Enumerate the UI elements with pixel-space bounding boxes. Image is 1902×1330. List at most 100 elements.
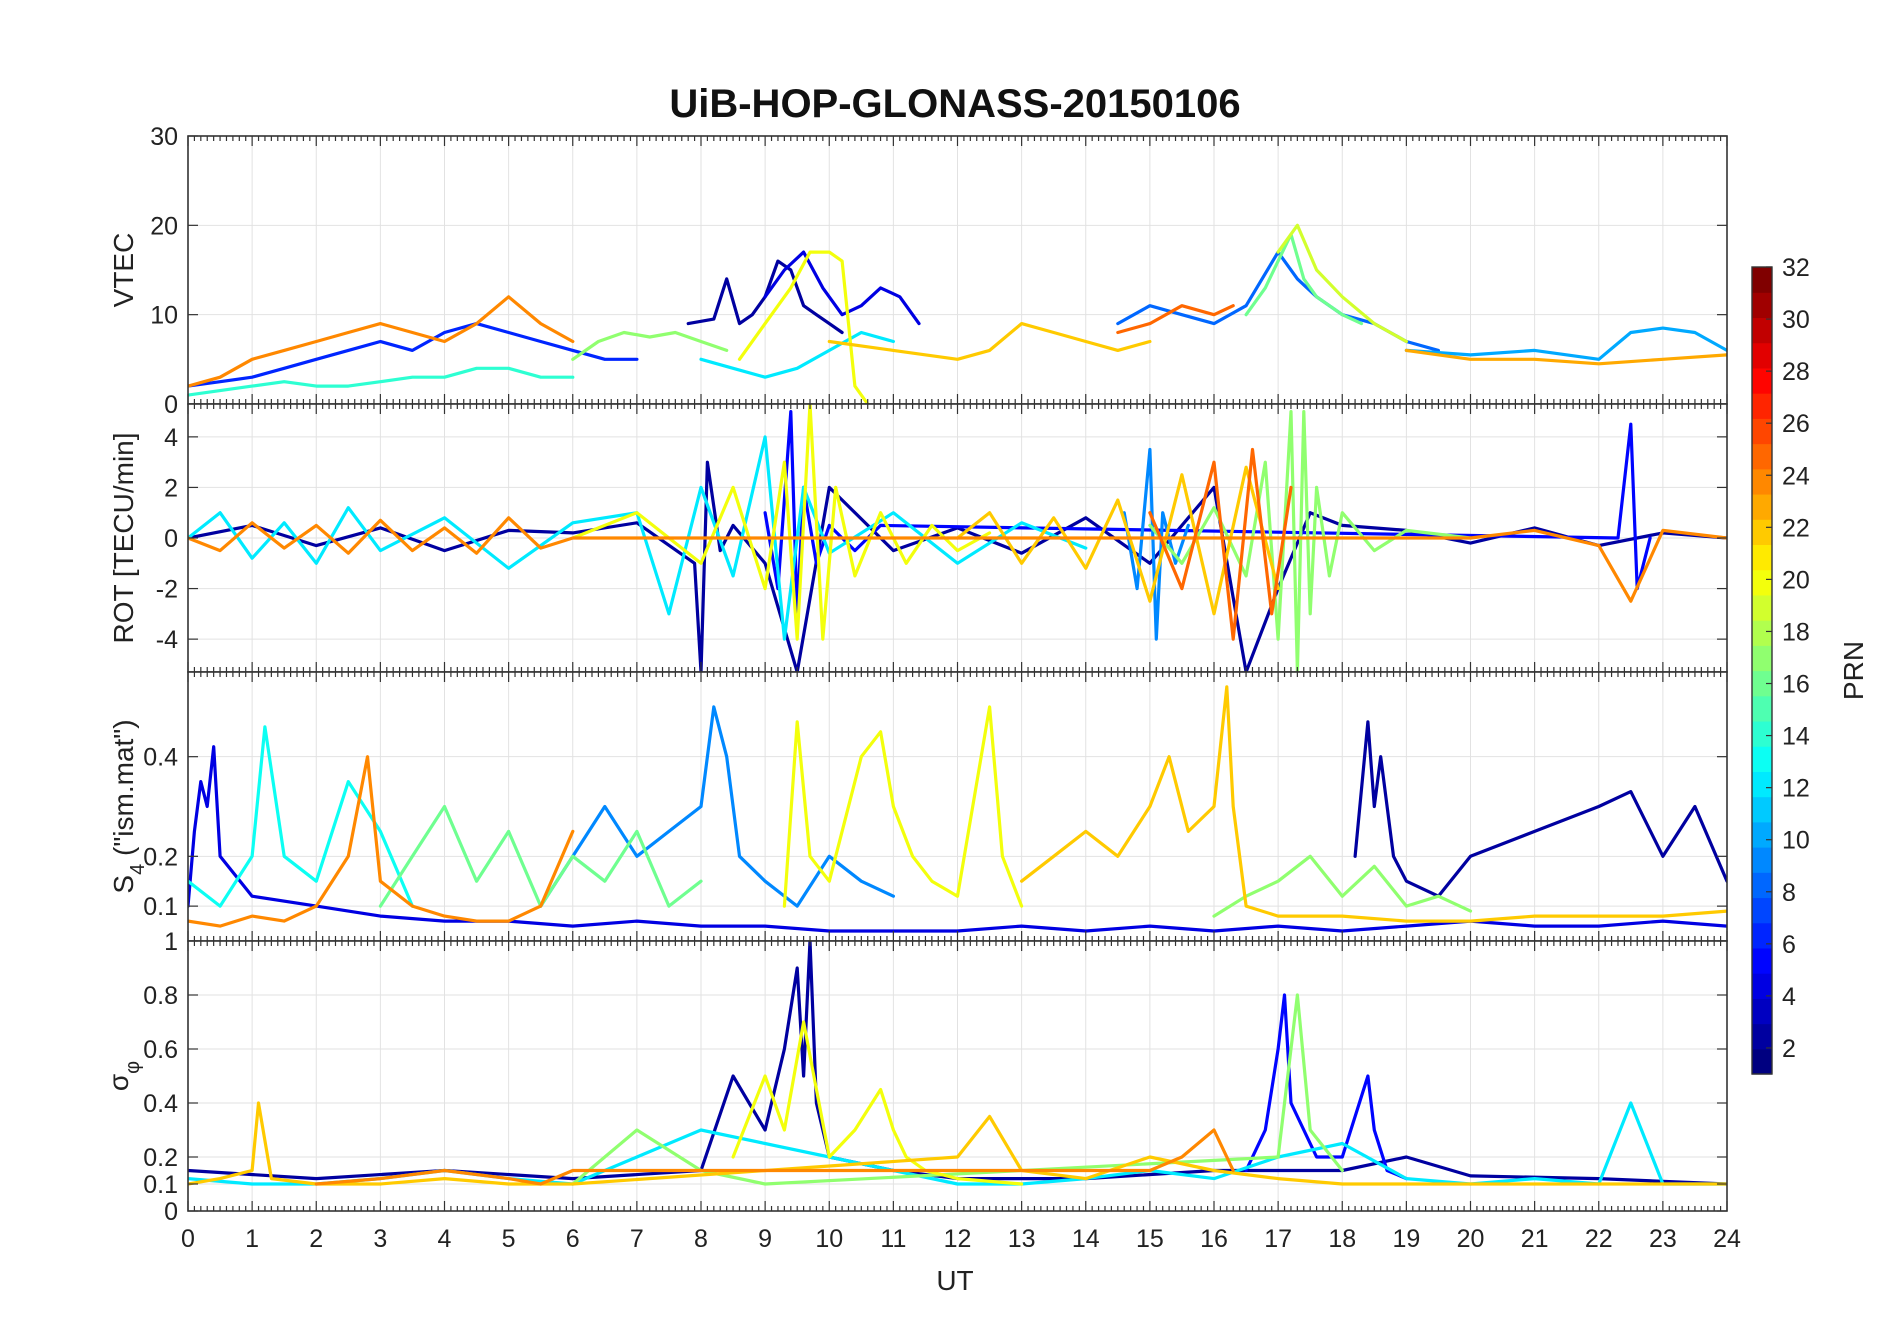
series-prn-25 (1148, 447, 1293, 641)
y-ticks: -4 -2 0 2 4 (156, 424, 1727, 654)
x-ticks (187, 672, 1728, 941)
colorbar-bin (1752, 998, 1772, 1025)
y-tick-label: 0.4 (143, 744, 178, 772)
colorbar-bin (1752, 620, 1772, 646)
series-prn-9 (539, 705, 895, 908)
colorbar-tick-label: 16 (1782, 671, 1810, 699)
y-tick-label: -2 (156, 576, 178, 604)
x-ticks (187, 136, 1728, 404)
x-tick-label: 14 (1072, 1225, 1100, 1253)
series-prn-5 (763, 410, 1652, 616)
x-axis: 0 1 2 3 4 5 6 7 8 9 10 11 12 13 14 15 16 17 18 19 20 21 22 23 24 (181, 1225, 1741, 1253)
y-axis-label: VTEC (108, 233, 139, 308)
y-tick-label: 0 (164, 525, 178, 553)
y-axis-label-sub: φ (122, 1061, 144, 1074)
y-tick-label: 0.2 (143, 1144, 178, 1172)
colorbar-bin (1752, 973, 1772, 999)
y-axis-label: σφ (103, 1061, 144, 1091)
series-prn-23 (1404, 348, 1727, 366)
chart-title: UiB-HOP-GLONASS-20150106 (669, 82, 1240, 126)
traces (188, 223, 1727, 404)
series-prn-10 (1404, 326, 1727, 361)
colorbar-bin (1752, 796, 1772, 823)
series-prn-17 (571, 330, 729, 361)
series-prn-24 (188, 295, 575, 388)
colorbar-frame (1751, 266, 1773, 1075)
colorbar-tick-label: 2 (1782, 1035, 1796, 1063)
x-tick-label: 1 (245, 1225, 259, 1253)
y-axis-label-main: ROT [TECU/min] (108, 432, 139, 643)
colorbar-bin (1752, 872, 1772, 899)
y-ticks: 0 10 20 30 (150, 123, 1727, 419)
x-tick-label: 0 (181, 1225, 195, 1253)
colorbar-bin (1752, 746, 1772, 772)
series-prn-4 (188, 745, 1727, 933)
colorbar-tick-label: 6 (1782, 931, 1796, 959)
series-prn-2 (188, 460, 1727, 672)
series-prn-24 (188, 755, 575, 928)
x-tick-label: 15 (1136, 1225, 1164, 1253)
x-tick-label: 19 (1392, 1225, 1420, 1253)
y-tick-label: 10 (150, 302, 178, 330)
colorbar-bin (1752, 645, 1772, 672)
x-tick-label: 5 (502, 1225, 516, 1253)
y-tick-label: 0.4 (143, 1090, 178, 1118)
y-axis-label: S4 ("ism.mat") (108, 719, 149, 893)
colorbar-bin (1752, 443, 1772, 470)
x-tick-label: 3 (373, 1225, 387, 1253)
y-tick-label: 0.6 (143, 1036, 178, 1064)
y-tick-label: 0.1 (143, 893, 178, 921)
series-prn-19 (1276, 223, 1408, 344)
series-prn-17 (1212, 854, 1473, 918)
x-tick-label: 11 (880, 1225, 906, 1253)
y-tick-label: 2 (164, 474, 178, 502)
colorbar-bin (1752, 947, 1772, 974)
y-axis-label-main: VTEC (108, 233, 139, 308)
y-ticks: 00.10.2 0.4 0.6 0.8 1 (143, 928, 1727, 1226)
colorbar-tick-label: 22 (1782, 514, 1810, 542)
colorbar-bin (1752, 922, 1772, 949)
y-axis-label-tail: ("ism.mat") (108, 719, 139, 863)
y-tick-label: 0.1 (143, 1171, 178, 1199)
colorbar-bin (1752, 544, 1772, 571)
y-tick-label: 0.8 (143, 982, 178, 1010)
colorbar-bin (1752, 1048, 1772, 1075)
x-tick-label: 23 (1649, 1225, 1677, 1253)
y-tick-label: 0.2 (143, 843, 178, 871)
x-tick-label: 6 (566, 1225, 580, 1253)
y-axis-label: ROT [TECU/min] (108, 432, 139, 643)
x-ticks (187, 404, 1728, 672)
y-tick-label: 0 (164, 391, 178, 419)
series-prn-12 (188, 435, 1088, 641)
x-tick-label: 17 (1264, 1225, 1292, 1253)
x-ticks (187, 941, 1728, 1211)
x-tick-label: 4 (438, 1225, 452, 1253)
colorbar-tick-label: 32 (1782, 254, 1810, 282)
series-prn-20 (571, 404, 992, 641)
x-tick-label: 10 (815, 1225, 843, 1253)
series-prn-16 (1244, 232, 1364, 326)
colorbar-bin (1752, 720, 1772, 747)
y-tick-label: 1 (164, 928, 178, 956)
colorbar-bin (1752, 267, 1772, 293)
panel-rot: -4 -2 0 2 4 ROT [TECU/min] (108, 403, 1728, 673)
colorbar-bin (1752, 569, 1772, 596)
y-axis-label-main: S (108, 875, 139, 894)
series-prn-6 (188, 322, 639, 388)
colorbar-bin (1752, 519, 1772, 546)
series-prn-20 (737, 250, 870, 404)
panel-vtec: 0 10 20 30 VTEC (108, 123, 1728, 419)
x-tick-label: 9 (758, 1225, 772, 1253)
series-prn-17 (571, 993, 1344, 1186)
colorbar-bin (1752, 418, 1772, 445)
y-axis-label-main: σ (103, 1074, 134, 1091)
x-tick-label: 2 (309, 1225, 323, 1253)
colorbar-tick-label: 4 (1782, 983, 1796, 1011)
colorbar-bin (1752, 367, 1772, 394)
colorbar-bin (1752, 317, 1772, 344)
colorbar-tick-label: 28 (1782, 358, 1810, 386)
series-prn-4 (763, 250, 921, 326)
series-prn-20 (782, 705, 1024, 908)
